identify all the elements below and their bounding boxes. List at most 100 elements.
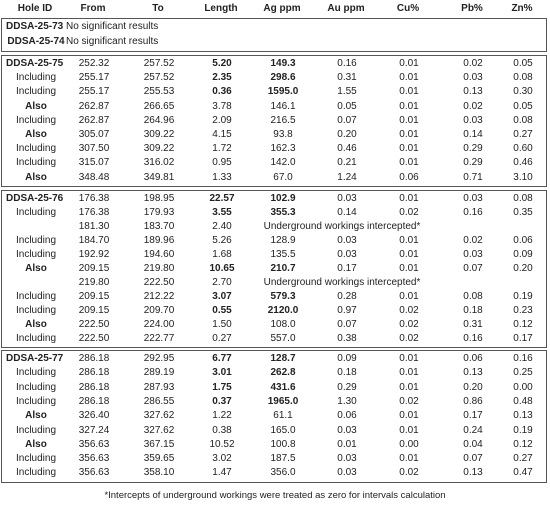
column-header: To [152, 3, 164, 14]
value-cell: 0.03 [463, 72, 483, 84]
value-cell: 0.38 [212, 424, 232, 436]
hole-id: Including [15, 143, 57, 155]
hole-id: DDSA-25-75 [6, 58, 64, 69]
value-cell: 108.0 [270, 319, 296, 330]
column-header: Au ppm [327, 3, 365, 14]
hole-id: Including [15, 333, 57, 344]
value-cell: 0.01 [399, 424, 419, 436]
value-cell: 252.32 [78, 58, 110, 69]
hole-id: Including [15, 72, 57, 84]
value-cell: 0.27 [513, 453, 533, 465]
value-cell: 0.01 [399, 114, 419, 126]
value-cell: 0.07 [463, 453, 483, 465]
value-cell: 162.3 [270, 143, 296, 155]
hole-id: DDSA-25-77 [6, 353, 64, 364]
value-cell: 210.7 [270, 263, 296, 274]
value-cell: 255.53 [143, 86, 175, 98]
hole-id: Also [25, 100, 47, 112]
value-cell: 0.03 [337, 453, 357, 465]
value-cell: 0.16 [463, 333, 483, 344]
value-cell: 305.07 [78, 129, 110, 140]
value-cell: 0.03 [463, 114, 483, 126]
hole-id: Including [15, 395, 57, 407]
value-cell: 257.52 [143, 72, 175, 84]
value-cell: 1595.0 [267, 86, 299, 98]
value-cell: 1.24 [337, 171, 357, 183]
hole-id: Including [15, 381, 57, 393]
value-cell: 0.01 [399, 100, 419, 112]
value-cell: 316.02 [143, 157, 175, 169]
value-cell: 192.92 [78, 249, 110, 260]
value-cell: 255.17 [78, 86, 110, 98]
value-cell: 356.0 [270, 467, 296, 479]
value-cell: 0.55 [212, 305, 232, 316]
value-cell: 0.17 [337, 263, 357, 274]
value-cell: 3.02 [212, 453, 232, 465]
value-cell: 286.18 [78, 353, 110, 364]
hole-id: Including [15, 86, 57, 98]
value-cell: 0.12 [513, 319, 533, 330]
value-cell: 0.13 [463, 467, 483, 479]
value-cell: 0.13 [463, 86, 483, 98]
value-cell: 0.14 [463, 129, 483, 140]
hole-id: Including [15, 453, 57, 465]
value-cell: 286.18 [78, 381, 110, 393]
column-header: Pb% [461, 3, 483, 14]
hole-id: Including [15, 249, 57, 260]
hole-id: DDSA-25-74 [7, 36, 65, 47]
value-cell: 0.06 [513, 235, 533, 246]
value-cell: 2.70 [212, 277, 232, 288]
value-cell: 0.16 [337, 58, 357, 69]
value-cell: 165.0 [270, 424, 296, 436]
value-cell: 0.29 [463, 143, 483, 155]
hole-id: Including [15, 207, 57, 218]
value-cell: 255.17 [78, 72, 110, 84]
value-cell: 0.01 [337, 438, 357, 450]
value-cell: 0.03 [337, 467, 357, 479]
value-cell: 0.21 [337, 157, 357, 169]
value-cell: 61.1 [273, 410, 293, 422]
value-cell: 0.16 [463, 207, 483, 218]
value-cell: 356.63 [78, 453, 110, 465]
hole-id: Also [25, 171, 47, 183]
value-cell: 102.9 [270, 193, 296, 204]
value-cell: 198.95 [143, 193, 175, 204]
value-cell: 2.40 [212, 221, 232, 232]
value-cell: 356.63 [78, 438, 110, 450]
hole-id: DDSA-25-73 [6, 21, 64, 32]
value-cell: 431.6 [270, 381, 296, 393]
value-cell: 0.20 [463, 381, 483, 393]
value-cell: 3.78 [212, 100, 232, 112]
value-cell: 0.24 [463, 424, 483, 436]
value-cell: 0.35 [513, 207, 533, 218]
value-cell: 93.8 [273, 129, 293, 140]
value-cell: 262.87 [78, 114, 110, 126]
value-cell: 179.93 [143, 207, 175, 218]
value-cell: 222.50 [78, 319, 110, 330]
value-cell: 0.01 [399, 263, 419, 274]
value-cell: 0.01 [399, 235, 419, 246]
value-cell: 0.46 [337, 143, 357, 155]
hole-id: Including [15, 235, 57, 246]
value-cell: 0.07 [463, 263, 483, 274]
value-cell: 0.71 [463, 171, 483, 183]
value-cell: 1.33 [212, 171, 232, 183]
value-cell: 355.3 [270, 207, 296, 218]
value-cell: 0.00 [399, 438, 419, 450]
value-cell: 0.13 [513, 410, 533, 422]
value-cell: 128.7 [270, 353, 296, 364]
value-cell: 0.25 [513, 367, 533, 379]
value-cell: 0.19 [513, 424, 533, 436]
hole-id: Including [15, 114, 57, 126]
value-cell: 0.09 [513, 249, 533, 260]
value-cell: 327.24 [78, 424, 110, 436]
value-cell: 0.17 [513, 333, 533, 344]
hole-id: Including [15, 467, 57, 479]
value-cell: 0.86 [463, 395, 483, 407]
value-cell: 367.15 [143, 438, 175, 450]
value-cell: 0.03 [463, 249, 483, 260]
value-cell: 176.38 [78, 207, 110, 218]
column-header: From [80, 3, 106, 14]
value-cell: 0.07 [337, 319, 357, 330]
value-cell: 149.3 [270, 58, 296, 69]
